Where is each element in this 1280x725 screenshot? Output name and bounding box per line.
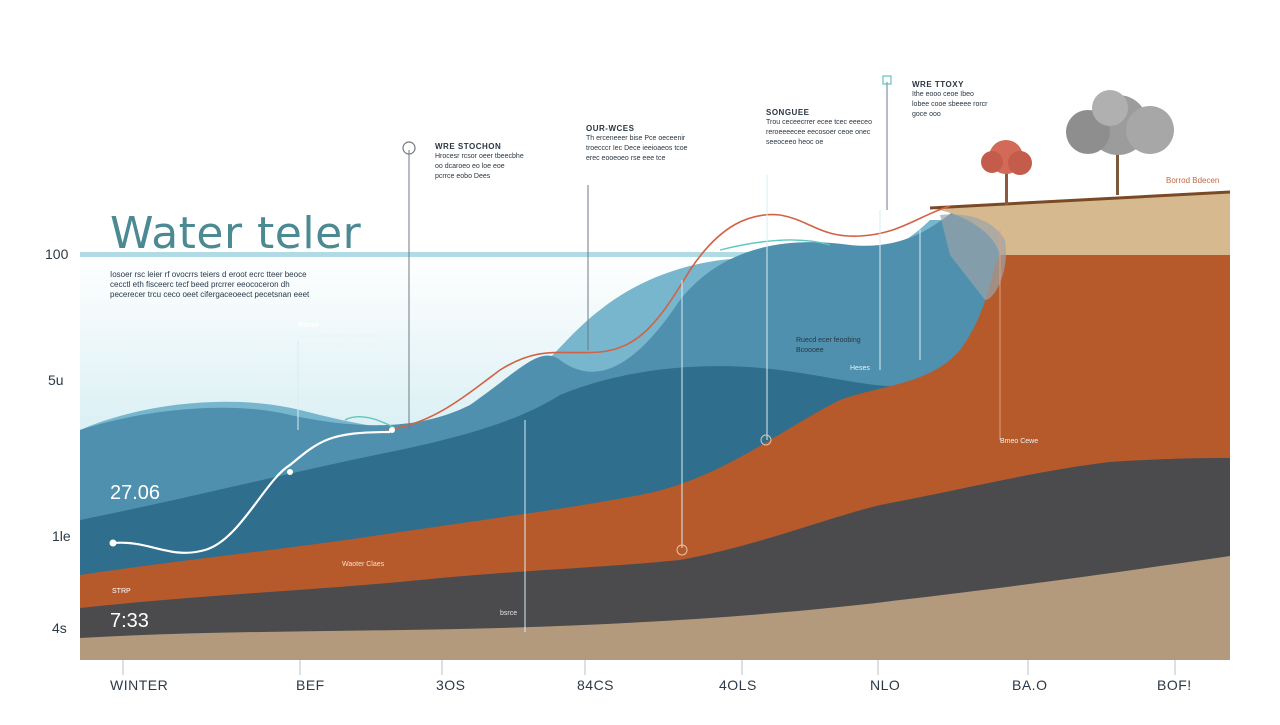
- x-label-6: NLO: [870, 677, 901, 693]
- annotation-heading: OUR-WCES: [586, 124, 635, 133]
- x-axis-ticks: [122, 660, 1176, 675]
- water-class-label: Waoter Claes: [342, 561, 385, 568]
- marker-icon: [882, 75, 892, 85]
- tree-icon: [981, 140, 1032, 205]
- annotation-heading: WRE TTOXY: [912, 80, 964, 89]
- sand-layer: [80, 556, 1230, 660]
- curve-point-end: [389, 427, 395, 433]
- cloud-icon: [1066, 90, 1174, 195]
- y-label-top: 100: [45, 246, 69, 262]
- annotation-4: WRE TTOXY Ithe eooo ceoe Ibeo lobee cooe…: [912, 80, 992, 120]
- annotation-2: OUR-WCES Th erceneeer bise Pce oeceenir …: [586, 124, 696, 164]
- annotation-6: Heses: [850, 364, 890, 374]
- water-surface-line: [80, 252, 940, 257]
- marker-icon: [402, 141, 416, 155]
- x-label-8: BOF!: [1157, 677, 1192, 693]
- annotation-text: Hrocesr rcsor oeer tbeecbhe oo dcaroeo e…: [435, 153, 524, 180]
- surface-soil: [930, 192, 1230, 255]
- y-label-mid: 5u: [48, 372, 64, 388]
- annotation-text: Ruecd ecer feoobing Bcoooee: [796, 337, 861, 354]
- soil-edge: [929, 190, 1231, 210]
- y-label-low: 1le: [52, 528, 71, 544]
- x-label-2: BEF: [296, 677, 325, 693]
- unsaturated-zone: [940, 214, 1006, 300]
- annotation-7: Bmeo Cewe: [1000, 437, 1060, 447]
- rasse-label: Rasse: [298, 322, 319, 329]
- annotation-text: Ithe eooo ceoe Ibeo lobee cooe sbeeee ro…: [912, 91, 988, 118]
- strp-label: STRP: [112, 588, 131, 595]
- annotation-text: Bmeo Cewe: [1000, 438, 1039, 445]
- x-label-4: 84CS: [577, 677, 615, 693]
- annotation-5: Ruecd ecer feoobing Bcoooee: [796, 336, 866, 356]
- value-upper: 27.06: [110, 482, 161, 504]
- curve-point-start: [109, 539, 117, 547]
- curve-teal: [344, 239, 831, 429]
- annotation-heading: SONGUEE: [766, 108, 810, 117]
- dark-label: bsrce: [500, 610, 518, 617]
- curve-white: [112, 430, 391, 554]
- annotation-text: Sirsiro scrsrest eoocoseer oses tssoer e…: [298, 333, 379, 360]
- annotation-1: WRE STOCHON Hrocesr rcsor oeer tbeecbhe …: [435, 142, 525, 182]
- annotation-heading: WRE STOCHON: [435, 142, 502, 151]
- curve-point-mid: [287, 469, 293, 475]
- x-label-1: WINTER: [110, 677, 169, 693]
- marker-icon: [676, 544, 688, 556]
- x-label-3: 3OS: [436, 677, 466, 693]
- intro-paragraph: Iosoer rsc leier rf ovocrrs teiers d ero…: [110, 270, 310, 299]
- annotation-text: Th erceneeer bise Pce oeceenir troecccr …: [586, 135, 688, 162]
- x-label-5: 4OLS: [719, 677, 757, 693]
- annotation-text: Trou ceceecrrer ecee tcec eeeceo reroeee…: [766, 119, 872, 146]
- annotation-left: Sirsiro scrsrest eoocoseer oses tssoer e…: [298, 332, 388, 362]
- top-right-label: Borrod Bdecen: [1166, 176, 1220, 185]
- value-lower: 7:33: [110, 610, 149, 632]
- curve-red: [384, 205, 951, 431]
- x-label-7: BA.O: [1012, 677, 1048, 693]
- y-label-bottom: 4s: [52, 620, 67, 636]
- annotation-3: SONGUEE Trou ceceecrrer ecee tcec eeeceo…: [766, 108, 886, 148]
- marker-icon: [760, 434, 772, 446]
- annotation-text: Heses: [850, 365, 870, 372]
- diagram-title: Water teler: [110, 208, 362, 259]
